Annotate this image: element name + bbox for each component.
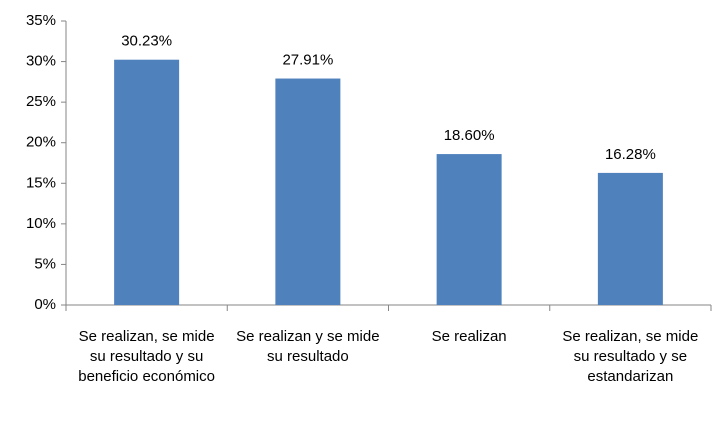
data-label: 27.91% [282, 51, 333, 68]
x-tick-label: Se realizan, se mide su resultado y su b… [78, 328, 215, 385]
bar [275, 78, 341, 305]
data-label: 18.60% [444, 127, 495, 144]
y-tick-label: 0% [34, 296, 56, 313]
x-tick-label: Se realizan, se mide su resultado y se e… [562, 328, 699, 385]
data-label: 16.28% [605, 146, 656, 163]
y-tick-label: 10% [26, 215, 56, 232]
bar [597, 172, 663, 305]
y-tick-label: 25% [26, 93, 56, 110]
y-tick-label: 20% [26, 134, 56, 151]
bar [114, 59, 180, 306]
x-tick-label: Se realizan [431, 328, 507, 345]
data-label: 30.23% [121, 33, 172, 50]
y-tick-label: 5% [34, 255, 56, 272]
y-tick-label: 35% [26, 12, 56, 29]
x-tick-label: Se realizan y se mide su resultado [236, 328, 380, 365]
bar [436, 154, 502, 305]
y-tick-label: 30% [26, 53, 56, 70]
y-tick-label: 15% [26, 174, 56, 191]
